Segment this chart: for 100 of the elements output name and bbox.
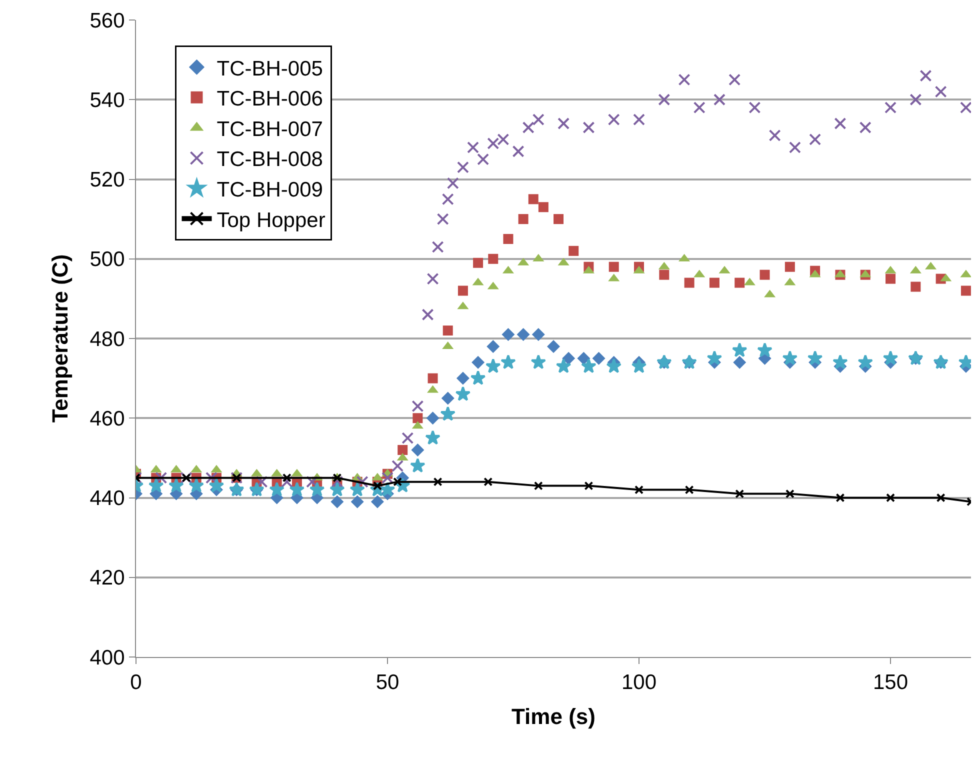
point: [734, 278, 745, 288]
point: [484, 477, 493, 486]
point: [380, 482, 396, 496]
point: [426, 412, 440, 425]
point: [582, 121, 595, 134]
point: [882, 350, 898, 366]
point: [155, 472, 168, 484]
point: [356, 476, 368, 488]
point: [470, 370, 486, 385]
point: [440, 406, 456, 421]
y-tick-label: 460: [90, 407, 125, 430]
point: [370, 495, 384, 508]
point: [392, 460, 404, 472]
point: [458, 286, 468, 296]
point: [713, 94, 726, 106]
point: [205, 472, 218, 484]
point: [859, 121, 872, 134]
point: [748, 102, 761, 114]
point: [512, 145, 524, 158]
point: [910, 94, 922, 106]
point: [760, 270, 770, 280]
point: [208, 478, 224, 492]
point: [528, 194, 538, 204]
point: [350, 482, 365, 496]
point: [709, 278, 720, 288]
point: [960, 270, 971, 278]
point: [289, 482, 305, 496]
point: [836, 493, 845, 502]
point: [382, 472, 394, 484]
point: [188, 478, 204, 492]
point: [456, 161, 469, 174]
point: [960, 286, 971, 296]
point: [532, 328, 545, 342]
point: [441, 392, 454, 405]
x-tick-label: 50: [376, 671, 400, 694]
y-tick-label: 540: [90, 88, 125, 112]
point: [960, 102, 971, 114]
point: [467, 141, 480, 154]
point: [757, 342, 772, 358]
point: [807, 350, 823, 366]
point: [330, 495, 344, 508]
point: [486, 340, 500, 353]
y-tick-label: 560: [90, 9, 125, 32]
point: [168, 478, 184, 492]
x-axis-title: Time (s): [512, 704, 596, 730]
point: [477, 153, 490, 166]
point: [633, 114, 646, 126]
point: [518, 214, 528, 224]
point: [886, 493, 896, 502]
point: [684, 485, 694, 494]
point: [886, 274, 896, 284]
point: [412, 413, 423, 424]
point: [502, 328, 515, 342]
y-tick-label: 440: [90, 487, 125, 510]
point: [256, 476, 268, 488]
legend-label: Top Hopper: [216, 208, 326, 232]
point: [659, 270, 670, 280]
point: [606, 358, 622, 374]
legend-label: TC-BH-006: [216, 88, 323, 111]
point: [503, 234, 514, 244]
point: [472, 356, 485, 369]
point: [568, 246, 579, 256]
point: [554, 214, 564, 224]
point: [522, 121, 534, 134]
point: [411, 443, 424, 456]
point: [556, 358, 572, 374]
point: [455, 386, 471, 401]
point: [488, 254, 498, 264]
point: [432, 240, 444, 253]
point: [446, 177, 459, 190]
point: [422, 308, 434, 321]
legend-label: TC-BH-005: [216, 57, 323, 80]
point: [920, 70, 932, 82]
point: [547, 340, 560, 353]
point: [608, 262, 619, 272]
point: [306, 476, 318, 488]
point: [732, 342, 748, 358]
y-tick-label: 400: [90, 646, 125, 670]
point: [412, 400, 424, 412]
y-tick-label: 420: [90, 566, 125, 590]
point: [693, 102, 706, 114]
point: [562, 352, 576, 365]
point: [934, 86, 947, 98]
x-tick-label: 100: [621, 671, 657, 694]
point: [910, 282, 921, 292]
legend-label: TC-BH-007: [216, 118, 323, 141]
x-tick-label: 0: [130, 671, 142, 694]
point: [706, 350, 722, 366]
point: [330, 482, 345, 496]
legend-label: TC-BH-009: [216, 178, 323, 202]
point: [456, 372, 470, 385]
point: [428, 373, 438, 384]
point: [658, 94, 670, 106]
point: [485, 358, 501, 374]
point: [398, 444, 408, 455]
point: [785, 489, 794, 498]
point: [809, 133, 822, 146]
point: [558, 118, 570, 130]
point: [784, 262, 795, 272]
point: [473, 258, 484, 268]
